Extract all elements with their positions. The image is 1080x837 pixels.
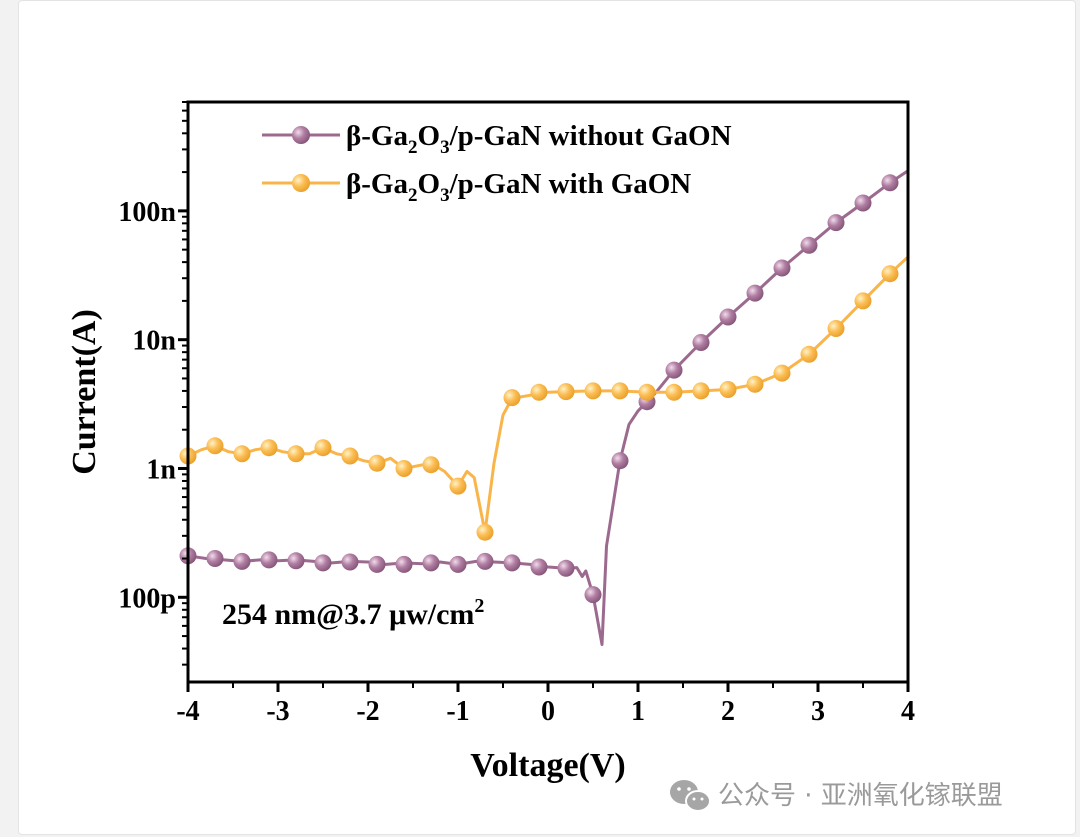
x-tick-label: -2 [356, 696, 379, 727]
illumination-annotation: 254 nm@3.7 μw/cm2 [222, 595, 484, 631]
data-point-with-gaon [422, 456, 440, 474]
data-point-with-gaon [665, 383, 683, 401]
data-point-without-gaon [422, 554, 440, 572]
series-line-without-gaon [187, 169, 909, 646]
data-point-with-gaon [800, 345, 818, 363]
data-point-without-gaon [800, 236, 818, 254]
wechat-icon [670, 780, 711, 812]
data-point-without-gaon [719, 308, 737, 326]
data-point-with-gaon [449, 477, 467, 495]
data-point-with-gaon [746, 375, 764, 393]
data-point-without-gaon [503, 554, 521, 572]
x-tick-label: -3 [266, 696, 289, 727]
data-point-with-gaon [881, 265, 899, 283]
legend-marker-with-gaon [292, 174, 310, 192]
data-point-without-gaon [476, 552, 494, 570]
data-point-without-gaon [395, 555, 413, 573]
data-point-with-gaon [503, 389, 521, 407]
data-point-without-gaon [530, 558, 548, 576]
data-point-with-gaon [854, 292, 872, 310]
y-axis-title: Current(A) [66, 309, 103, 475]
data-point-with-gaon [638, 383, 656, 401]
x-axis-title: Voltage(V) [470, 747, 626, 784]
data-point-with-gaon [260, 439, 278, 457]
data-point-without-gaon [449, 555, 467, 573]
data-point-with-gaon [773, 364, 791, 382]
legend: β-Ga2O3/p-GaN without GaON β-Ga2O3/p-GaN… [262, 120, 732, 206]
x-tick-label: -4 [176, 696, 199, 727]
data-point-without-gaon [854, 194, 872, 212]
data-point-without-gaon [368, 555, 386, 573]
y-tick-label: 10n [132, 326, 176, 357]
data-point-without-gaon [233, 552, 251, 570]
data-point-without-gaon [773, 259, 791, 277]
data-point-with-gaon [368, 454, 386, 472]
y-tick-label: 100n [118, 197, 176, 228]
data-point-with-gaon [341, 447, 359, 465]
data-point-with-gaon [827, 320, 845, 337]
data-point-without-gaon [584, 586, 602, 604]
data-point-without-gaon [746, 284, 764, 302]
legend-label-with-gaon: β-Ga2O3/p-GaN with GaON [346, 168, 691, 206]
data-point-with-gaon [314, 439, 332, 457]
y-tick-label: 100p [118, 583, 176, 614]
data-point-with-gaon [476, 523, 494, 541]
data-point-with-gaon [692, 382, 710, 400]
data-point-with-gaon [530, 383, 548, 401]
data-point-without-gaon [611, 452, 629, 470]
x-tick-label: -1 [446, 696, 469, 727]
data-point-without-gaon [206, 550, 224, 567]
data-point-without-gaon [260, 551, 278, 569]
data-point-without-gaon [881, 174, 899, 192]
data-point-without-gaon [557, 559, 575, 577]
y-tick-label: 1n [146, 454, 176, 485]
legend-label-without-gaon: β-Ga2O3/p-GaN without GaON [346, 120, 732, 158]
x-tick-label: 3 [811, 696, 825, 727]
data-point-without-gaon [287, 552, 305, 570]
data-point-without-gaon [692, 334, 710, 351]
data-point-with-gaon [395, 460, 413, 477]
data-point-without-gaon [314, 554, 332, 572]
data-point-with-gaon [287, 445, 305, 463]
legend-marker-without-gaon [292, 126, 310, 144]
data-point-with-gaon [206, 437, 224, 455]
data-point-with-gaon [557, 383, 575, 401]
x-tick-label: 1 [631, 696, 645, 727]
watermark-text: 公众号 · 亚洲氧化镓联盟 [718, 781, 1003, 811]
chart-card [18, 0, 1076, 835]
x-tick-label: 0 [541, 696, 555, 727]
data-point-without-gaon [827, 214, 845, 232]
series-line-with-gaon [187, 255, 910, 534]
data-point-with-gaon [233, 445, 251, 463]
data-point-with-gaon [611, 382, 629, 400]
data-point-with-gaon [719, 381, 737, 398]
x-tick-label: 2 [721, 696, 735, 727]
data-point-without-gaon [665, 361, 683, 379]
watermark: 公众号 · 亚洲氧化镓联盟 [670, 780, 1003, 812]
data-point-with-gaon [584, 382, 602, 400]
data-point-without-gaon [341, 553, 359, 571]
x-tick-label: 4 [901, 696, 915, 727]
